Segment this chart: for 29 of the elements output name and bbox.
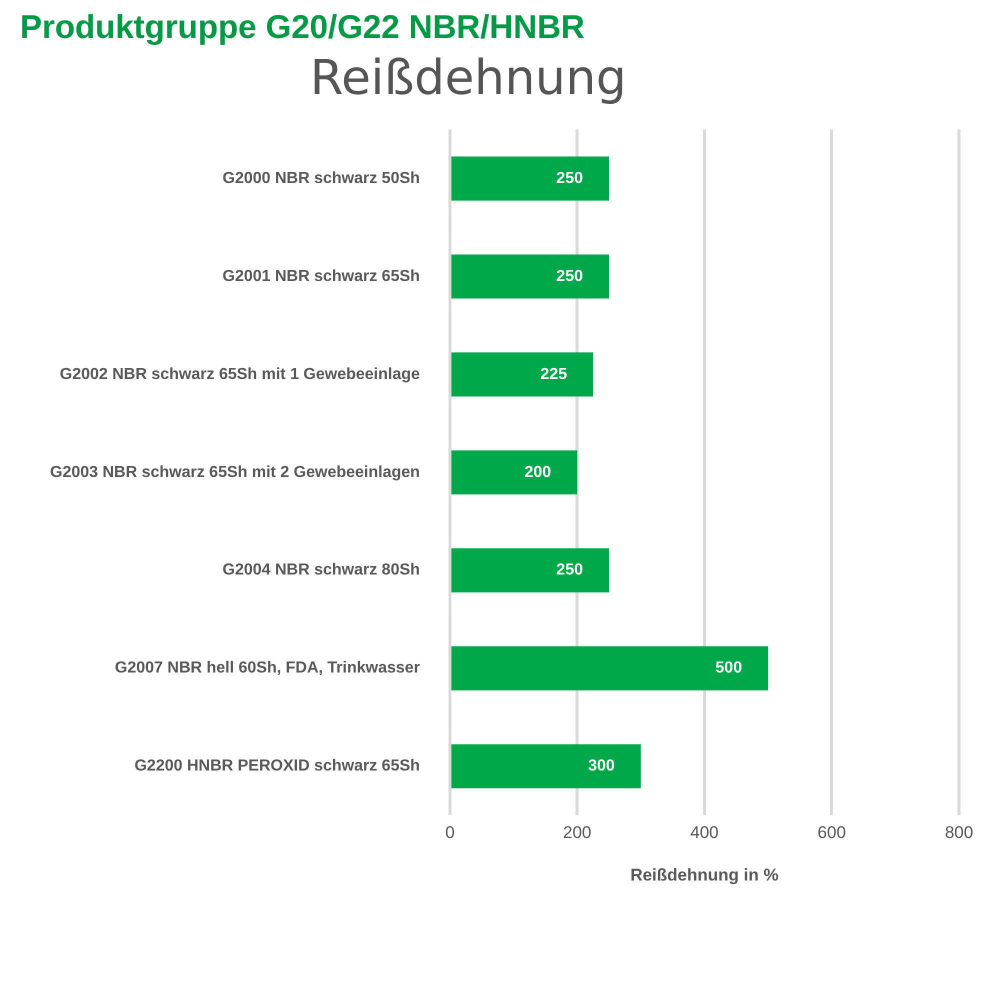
y-tick-label: G2003 NBR schwarz 65Sh mit 2 Gewebeeinlagen: [50, 464, 420, 481]
data-label: 250: [556, 268, 584, 285]
data-label: 225: [540, 366, 568, 383]
x-tick-label: 0: [445, 823, 455, 842]
chart-subtitle: Reißdehnung: [310, 50, 626, 106]
x-tick-label: 200: [563, 823, 592, 842]
x-tick-label: 800: [944, 823, 974, 842]
x-axis-title: Reißdehnung in %: [630, 865, 779, 884]
y-tick-label: G2007 NBR hell 60Sh, FDA, Trinkwasser: [114, 660, 420, 677]
x-tick-label: 600: [818, 823, 846, 842]
data-label: 300: [588, 758, 615, 775]
x-tick-label: 400: [690, 823, 719, 842]
y-tick-label: G2002 NBR schwarz 65Sh mit 1 Gewebeeinlage: [60, 366, 420, 383]
data-label: 500: [715, 660, 742, 677]
bar: [451, 744, 641, 788]
chart-title: Produktgruppe G20/G22 NBR/HNBR: [20, 8, 585, 46]
y-tick-label: G2004 NBR schwarz 80Sh: [222, 562, 420, 579]
bar: [451, 254, 610, 299]
bar: [451, 450, 578, 494]
bar: [451, 156, 610, 201]
data-label: 250: [556, 170, 584, 187]
bar: [451, 548, 610, 592]
data-label: 200: [524, 464, 552, 481]
y-tick-label: G2000 NBR schwarz 50Sh: [222, 170, 420, 187]
y-tick-label: G2200 HNBR PEROXID schwarz 65Sh: [134, 758, 420, 775]
y-tick-label: G2001 NBR schwarz 65Sh: [222, 268, 420, 285]
data-label: 250: [556, 562, 584, 579]
bar: [451, 352, 594, 396]
bar: [451, 646, 768, 690]
